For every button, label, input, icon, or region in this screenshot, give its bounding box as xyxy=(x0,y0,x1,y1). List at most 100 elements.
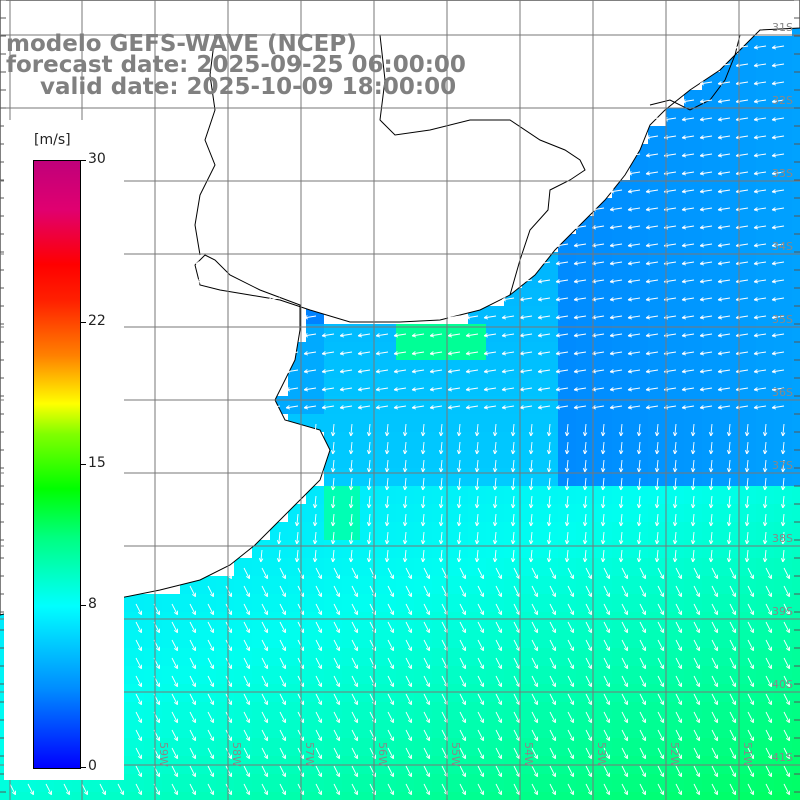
wind-arrow xyxy=(438,513,444,527)
field-cell xyxy=(630,576,648,594)
wind-arrow xyxy=(657,747,664,760)
wind-arrow xyxy=(63,783,70,796)
field-cell xyxy=(306,792,324,800)
wind-arrow xyxy=(765,657,772,670)
wind-arrow xyxy=(699,171,713,176)
wind-arrow xyxy=(729,783,736,796)
wind-arrow xyxy=(459,585,466,598)
field-cell xyxy=(414,702,432,720)
wind-arrow xyxy=(405,729,412,742)
field-cell xyxy=(684,630,702,648)
field-cell xyxy=(684,162,702,180)
wind-arrow xyxy=(45,783,52,796)
field-cell xyxy=(684,774,702,792)
field-cell xyxy=(792,90,800,108)
field-cell xyxy=(612,450,630,468)
wind-arrow xyxy=(765,693,772,706)
field-cell xyxy=(450,342,468,360)
wind-arrow xyxy=(783,747,790,760)
field-cell xyxy=(198,630,216,648)
wind-arrow xyxy=(675,693,682,706)
field-cell xyxy=(792,306,800,324)
wind-arrow xyxy=(729,765,736,778)
field-cell xyxy=(666,612,684,630)
wind-arrow xyxy=(780,477,786,491)
wind-arrow xyxy=(765,621,772,634)
field-cell xyxy=(504,738,522,756)
field-cell xyxy=(666,378,684,396)
field-cell xyxy=(468,594,486,612)
wind-arrow xyxy=(225,621,232,634)
field-cell xyxy=(504,306,522,324)
field-cell xyxy=(558,324,576,342)
wind-arrow xyxy=(690,513,696,527)
field-cell xyxy=(558,738,576,756)
field-cell xyxy=(576,252,594,270)
field-cell xyxy=(720,558,738,576)
field-cell xyxy=(468,360,486,378)
wind-arrow xyxy=(213,279,227,284)
wind-arrow xyxy=(753,225,767,230)
wind-arrow xyxy=(693,729,700,742)
field-cell xyxy=(630,288,648,306)
wind-arrow xyxy=(333,783,340,796)
field-cell xyxy=(540,270,558,288)
wind-arrow xyxy=(771,315,785,320)
field-cell xyxy=(468,792,486,800)
field-cell xyxy=(666,198,684,216)
wind-arrow xyxy=(135,621,142,634)
wind-arrow xyxy=(495,675,502,688)
wind-arrow xyxy=(189,729,196,742)
field-cell xyxy=(378,522,396,540)
field-cell xyxy=(630,342,648,360)
wind-arrow xyxy=(495,711,502,724)
field-cell xyxy=(216,666,234,684)
field-cell xyxy=(702,486,720,504)
wind-arrow xyxy=(261,657,268,670)
wind-arrow xyxy=(753,297,767,302)
wind-arrow xyxy=(753,315,767,320)
wind-arrow xyxy=(315,567,322,580)
wind-arrow xyxy=(375,369,389,374)
field-cell xyxy=(792,486,800,504)
field-cell xyxy=(162,612,180,630)
wind-arrow xyxy=(555,261,569,266)
wind-arrow xyxy=(681,135,695,140)
field-cell xyxy=(666,216,684,234)
wind-arrow xyxy=(531,657,538,670)
field-cell xyxy=(792,144,800,162)
wind-arrow xyxy=(348,459,354,473)
field-cell xyxy=(630,720,648,738)
wind-arrow xyxy=(639,567,646,580)
field-cell xyxy=(738,432,756,450)
field-cell xyxy=(792,432,800,450)
field-cell xyxy=(792,216,800,234)
field-cell xyxy=(648,432,666,450)
wind-arrow xyxy=(351,729,358,742)
field-cell xyxy=(756,414,774,432)
field-cell xyxy=(774,486,792,504)
wind-arrow xyxy=(387,603,394,616)
field-cell xyxy=(684,648,702,666)
wind-arrow xyxy=(135,657,142,670)
wind-arrow xyxy=(753,63,767,68)
wind-arrow xyxy=(375,387,389,392)
field-cell xyxy=(504,630,522,648)
field-cell xyxy=(558,666,576,684)
field-cell xyxy=(720,522,738,540)
wind-arrow xyxy=(672,531,678,545)
wind-arrow xyxy=(357,405,371,410)
field-cell xyxy=(576,378,594,396)
field-cell xyxy=(126,684,144,702)
field-cell xyxy=(720,360,738,378)
field-cell xyxy=(558,576,576,594)
wind-arrow xyxy=(261,693,268,706)
wind-arrow xyxy=(405,693,412,706)
field-cell xyxy=(630,774,648,792)
wind-arrow xyxy=(708,531,714,545)
wind-arrow xyxy=(447,405,461,410)
wind-arrow xyxy=(729,747,736,760)
wind-arrow xyxy=(672,513,678,527)
wind-arrow xyxy=(546,423,552,437)
wind-arrow xyxy=(549,639,556,652)
